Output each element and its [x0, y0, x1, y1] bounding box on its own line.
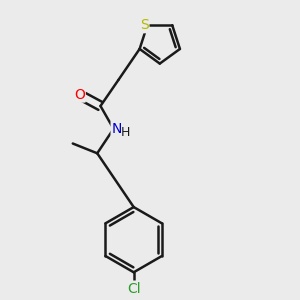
Text: O: O [74, 88, 85, 102]
Text: N: N [112, 122, 122, 136]
Text: S: S [140, 18, 148, 32]
Text: H: H [121, 126, 130, 140]
Text: Cl: Cl [127, 282, 140, 296]
